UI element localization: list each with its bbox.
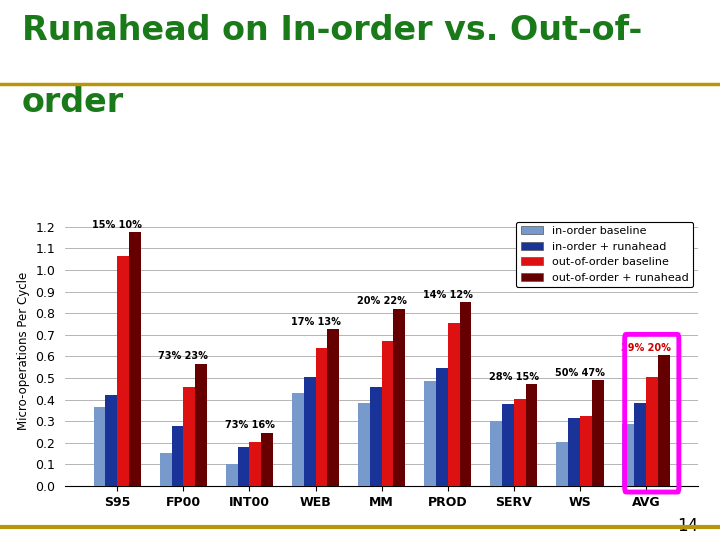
Bar [328, 329, 339, 486]
Text: 50% 47%: 50% 47% [555, 368, 605, 377]
Text: 39% 20%: 39% 20% [621, 343, 671, 353]
Bar [556, 442, 568, 486]
Bar [292, 393, 304, 486]
Text: 14: 14 [678, 517, 698, 535]
Bar [592, 380, 603, 486]
Text: Runahead on In-order vs. Out-of-: Runahead on In-order vs. Out-of- [22, 14, 642, 46]
Bar [250, 442, 261, 486]
Bar [382, 341, 394, 486]
Bar [315, 348, 328, 486]
Y-axis label: Micro-operations Per Cycle: Micro-operations Per Cycle [17, 272, 30, 430]
Bar [513, 399, 526, 486]
Text: 15% 10%: 15% 10% [92, 220, 143, 229]
Bar [657, 355, 670, 486]
Bar [304, 377, 315, 486]
Bar [117, 256, 130, 486]
Bar [238, 447, 250, 486]
Bar [526, 384, 538, 486]
Text: 73% 23%: 73% 23% [158, 352, 208, 361]
Bar [459, 302, 472, 486]
Text: 28% 15%: 28% 15% [489, 372, 539, 382]
Bar [225, 464, 238, 486]
Bar [261, 433, 274, 486]
Bar [358, 403, 369, 486]
Text: 73% 16%: 73% 16% [225, 421, 274, 430]
Bar [646, 377, 657, 486]
Bar [502, 404, 513, 486]
Bar [580, 416, 592, 486]
Bar [130, 232, 141, 486]
Bar [94, 407, 106, 486]
Bar [171, 426, 184, 486]
Bar [490, 421, 502, 486]
Bar [448, 323, 459, 486]
Text: 17% 13%: 17% 13% [291, 317, 341, 327]
Bar [436, 368, 448, 486]
Text: 14% 12%: 14% 12% [423, 290, 472, 300]
Bar [195, 364, 207, 486]
Bar [184, 387, 195, 486]
Legend: in-order baseline, in-order + runahead, out-of-order baseline, out-of-order + ru: in-order baseline, in-order + runahead, … [516, 221, 693, 287]
Bar [622, 424, 634, 486]
Bar [568, 418, 580, 486]
Bar [106, 395, 117, 486]
Bar [160, 453, 171, 486]
Bar [369, 387, 382, 486]
Text: 20% 22%: 20% 22% [356, 296, 407, 306]
Text: order: order [22, 86, 124, 119]
Bar [634, 403, 646, 486]
Bar [394, 309, 405, 486]
Bar [424, 381, 436, 486]
